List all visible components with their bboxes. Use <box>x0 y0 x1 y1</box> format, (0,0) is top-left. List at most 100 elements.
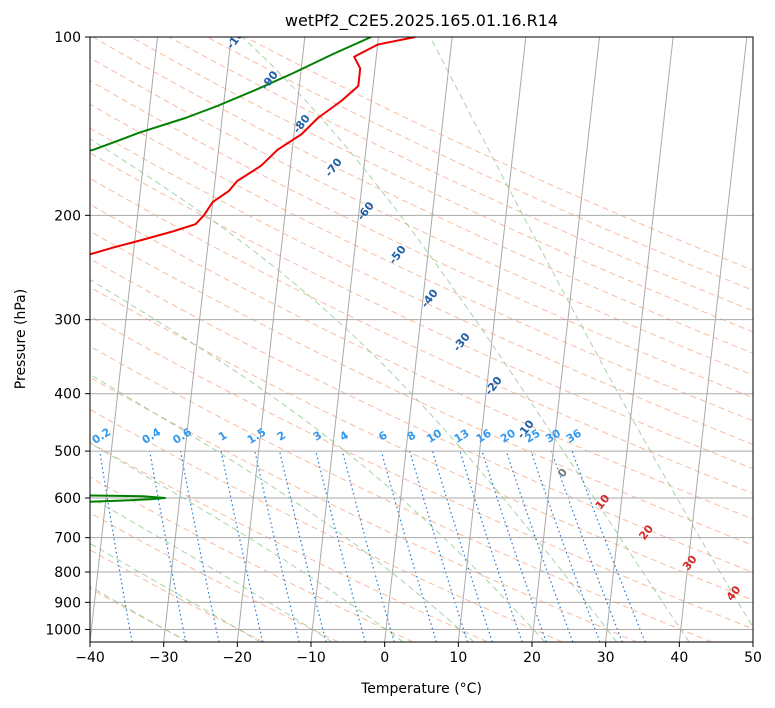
mixing-ratio-label: 0.2 <box>90 425 113 446</box>
y-tick-label: 300 <box>54 313 81 329</box>
moist-adiabat-line <box>90 442 404 642</box>
moist-adiabat-line <box>90 496 333 642</box>
moist-adiabat-line <box>90 278 546 642</box>
x-tick-label: −10 <box>296 650 326 666</box>
x-axis-label: Temperature (°C) <box>360 681 482 697</box>
y-tick-label: 600 <box>54 491 81 507</box>
moist-adiabat-label: 40 <box>724 583 744 603</box>
mixing-ratio-label: 4 <box>337 428 351 443</box>
dry-adiabat-line <box>90 127 753 446</box>
dry-adiabat-label: -30 <box>450 330 473 354</box>
mixing-ratio-line <box>220 450 264 642</box>
mixing-ratio-line <box>550 450 623 642</box>
x-tick-label: 10 <box>449 650 467 666</box>
isotherm-line <box>531 37 600 642</box>
dry-adiabat-line <box>90 476 414 642</box>
mixing-ratio-line <box>409 450 469 642</box>
moist-adiabat-line <box>90 585 188 642</box>
moist-adiabat-line <box>90 138 618 642</box>
dry-adiabat-line <box>245 37 753 271</box>
y-tick-label: 1000 <box>45 622 81 638</box>
mixing-ratio-label: 2 <box>275 429 288 444</box>
moist-adiabat-line <box>429 37 753 629</box>
mixing-ratio-label: 6 <box>376 428 390 443</box>
x-tick-label: 30 <box>597 650 615 666</box>
mixing-ratio-line <box>149 450 187 642</box>
isotherm-line <box>310 37 379 642</box>
dry-adiabat-line <box>90 286 753 601</box>
isotherm-line <box>678 37 748 642</box>
mixing-ratio-label: 30 <box>543 426 563 445</box>
isotherm-line <box>605 37 674 642</box>
isotherm-line <box>163 37 232 642</box>
background-lines <box>0 37 753 642</box>
moist-adiabat-label: 30 <box>680 553 700 573</box>
mixing-ratio-line <box>341 450 395 642</box>
dry-adiabat-line <box>90 512 339 642</box>
dry-adiabat-line <box>90 376 638 642</box>
mixing-ratio-line <box>459 450 523 642</box>
mixing-ratio-label: 0.6 <box>171 425 195 447</box>
dry-adiabat-line <box>90 258 753 573</box>
y-tick-label: 900 <box>54 595 81 611</box>
mixing-ratio-line <box>481 450 547 642</box>
dry-adiabat-label: -70 <box>322 155 345 179</box>
y-tick-label: 700 <box>54 531 81 547</box>
moist-adiabat-line <box>90 542 261 642</box>
dry-adiabat-line <box>90 442 488 642</box>
y-tick-label: 100 <box>54 30 81 46</box>
profile-lines <box>90 37 416 503</box>
y-axis-label: Pressure (hPa) <box>13 289 29 389</box>
dewpoint-profile-line <box>90 37 372 503</box>
mixing-ratio-line <box>99 451 133 642</box>
x-tick-label: −20 <box>223 650 253 666</box>
x-tick-label: 50 <box>744 650 762 666</box>
temperature-profile-line <box>90 37 416 256</box>
mixing-ratio-label: 3 <box>311 429 324 444</box>
dry-adiabat-line <box>90 315 753 630</box>
dry-adiabat-line <box>90 408 563 642</box>
dry-adiabat-line <box>90 57 753 376</box>
isotherm-line <box>384 37 453 642</box>
dry-adiabat-line <box>90 103 753 422</box>
x-tick-label: −30 <box>149 650 179 666</box>
mixing-ratio-label: 1.5 <box>245 425 268 446</box>
mixing-ratio-label: 36 <box>564 426 584 445</box>
mixing-ratio-line <box>254 450 300 642</box>
mixing-ratio-line <box>380 450 437 642</box>
moist-adiabat-label: 10 <box>593 492 613 512</box>
mixing-ratio-label: 1 <box>216 429 229 444</box>
dry-adiabat-line <box>90 80 753 399</box>
y-tick-label: 400 <box>54 387 81 403</box>
dry-adiabat-line <box>90 177 753 495</box>
mixing-ratio-line <box>179 450 220 642</box>
chart-title: wetPf2_C2E5.2025.165.01.16.R14 <box>285 11 558 31</box>
moist-adiabat-line <box>90 373 475 642</box>
plot-frame <box>89 36 754 643</box>
dry-adiabat-line <box>206 37 753 291</box>
isotherm-line <box>90 37 158 642</box>
x-tick-label: 40 <box>670 650 688 666</box>
moist-adiabat-label: 20 <box>636 522 656 542</box>
y-tick-label: 200 <box>54 208 81 224</box>
moist-adiabat-line <box>242 37 690 642</box>
dry-adiabat-label: -50 <box>386 243 409 267</box>
x-tick-label: 20 <box>523 650 541 666</box>
dry-adiabat-line <box>90 230 753 546</box>
dry-adiabat-line <box>90 203 753 520</box>
dry-adiabat-line <box>130 37 753 333</box>
mixing-ratio-label: 20 <box>498 426 518 445</box>
x-tick-label: 0 <box>380 650 389 666</box>
dry-adiabat-line <box>168 37 753 312</box>
dry-adiabat-line <box>90 345 712 642</box>
dry-adiabat-line <box>92 37 753 354</box>
mixing-ratio-line <box>571 450 646 642</box>
isotherm-line <box>0 37 10 642</box>
axis-ticks: −40 −30 −20 −10 0 10 20 30 40 5010020030040050060… <box>45 30 762 666</box>
mixing-ratio-label: 13 <box>452 427 472 446</box>
isotherm-line <box>752 637 753 642</box>
mixing-ratio-label: 10 <box>424 426 444 445</box>
x-tick-label: −40 <box>75 650 105 666</box>
isotherm-line <box>236 37 306 642</box>
